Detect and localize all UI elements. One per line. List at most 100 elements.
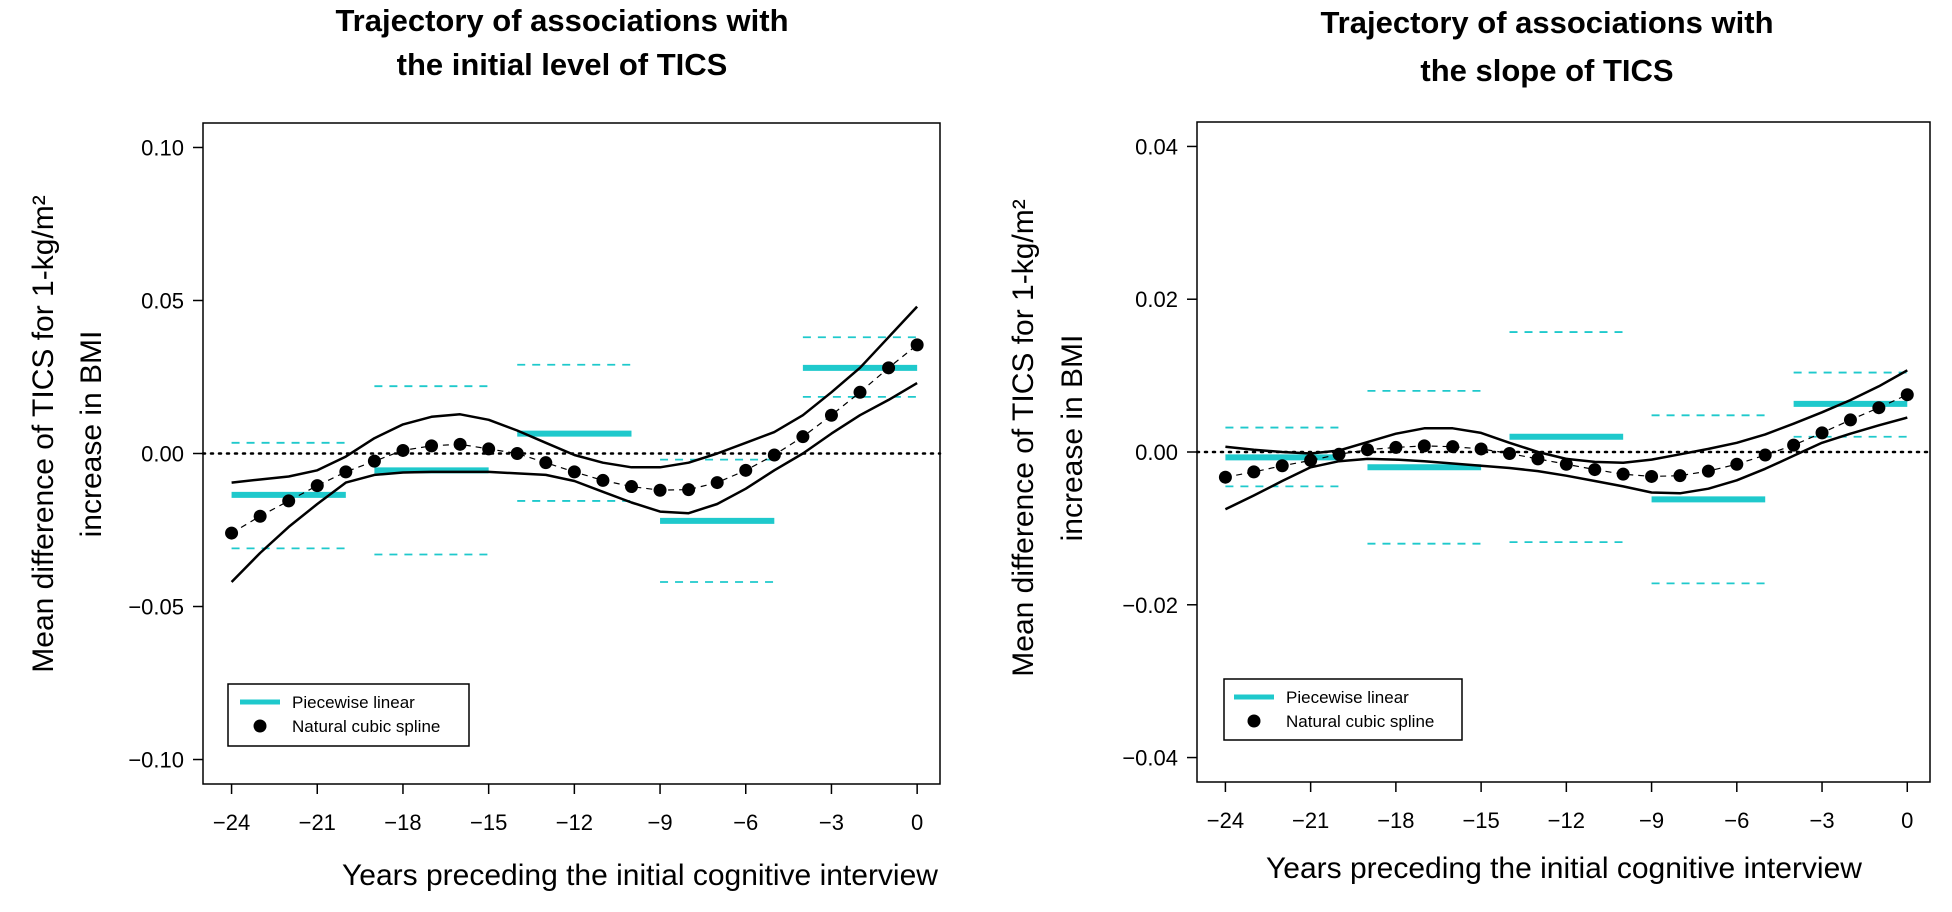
y-tick-label: 0.00: [1135, 440, 1178, 465]
spline-point: [624, 480, 638, 494]
legend: Piecewise linear Natural cubic spline: [1223, 678, 1463, 741]
chart-title-line-2: the initial level of TICS: [397, 47, 728, 82]
x-tick-label: −3: [1809, 808, 1834, 833]
chart-svg-slope: 0.04 0.02 0.00 −0.02 −0.04 −24 −21 −18 −15 −12 −9 −…: [1007, 5, 1932, 885]
x-tick-label: −21: [299, 810, 336, 835]
legend-spline-swatch: [1247, 714, 1261, 728]
x-tick-label: 0: [1901, 808, 1913, 833]
legend-piecewise-label: Piecewise linear: [292, 693, 415, 712]
spline-point: [396, 443, 410, 457]
spline-point: [367, 454, 381, 468]
y-tick-label: −0.10: [128, 748, 184, 773]
y-tick-label: 0.00: [141, 442, 184, 467]
spline-point: [1616, 467, 1630, 481]
x-tick-label: −6: [1724, 808, 1749, 833]
spline-point: [853, 385, 867, 399]
legend-box: [1223, 678, 1463, 741]
spline-point: [1360, 443, 1374, 457]
y-tick-label: −0.04: [1122, 746, 1178, 771]
x-tick-label: 0: [911, 810, 923, 835]
x-axis-label: Years preceding the initial cognitive in…: [1266, 852, 1862, 885]
x-tick-label: −12: [1548, 808, 1585, 833]
x-tick-label: −9: [1639, 808, 1664, 833]
spline-point: [1389, 440, 1403, 454]
spline-point: [1758, 448, 1772, 462]
spline-point: [1815, 426, 1829, 440]
spline-point: [1701, 464, 1715, 478]
spline-point: [1218, 470, 1232, 484]
y-axis-label-line-1: Mean difference of TICS for 1-kg/m²: [27, 195, 60, 672]
spline-point: [510, 447, 524, 460]
spline-point: [1304, 453, 1318, 467]
chart-title-line-1: Trajectory of associations with: [335, 3, 788, 38]
spline-point: [1275, 459, 1289, 473]
y-axis-label-line-2: increase in BMI: [75, 331, 108, 538]
spline-point: [453, 437, 467, 451]
y-axis-label-line-1: Mean difference of TICS for 1-kg/m²: [1007, 199, 1040, 676]
spline-point: [596, 473, 610, 487]
spline-point: [653, 483, 667, 497]
spline-point: [1503, 447, 1517, 461]
chart-panel-initial-level: 0.10 0.05 0.00 −0.05 −0.10 −24 −21 −18 −15 −12 −9 −…: [27, 3, 942, 892]
plot-area: 0.10 0.05 0.00 −0.05 −0.10 −24 −21 −18 −15 −12 −9 −…: [128, 122, 942, 835]
spline-point: [1446, 440, 1460, 454]
x-tick-label: −24: [1207, 808, 1244, 833]
legend-spline-label: Natural cubic spline: [292, 717, 440, 736]
spline-point: [682, 483, 696, 497]
legend: Piecewise linear Natural cubic spline: [227, 683, 470, 747]
spline-point: [910, 338, 924, 352]
x-tick-label: −24: [213, 810, 250, 835]
spline-point: [1872, 401, 1886, 415]
spline-point: [1900, 388, 1914, 402]
spline-point: [282, 494, 296, 508]
x-tick-label: −3: [819, 810, 844, 835]
spline-point: [1673, 469, 1687, 483]
spline-point: [1417, 439, 1431, 453]
spline-point: [1247, 465, 1261, 479]
x-axis-label: Years preceding the initial cognitive in…: [342, 859, 938, 892]
spline-point: [1730, 457, 1744, 471]
spline-point: [567, 465, 581, 479]
spline-point: [1474, 442, 1488, 456]
legend-box: [227, 683, 470, 747]
spline-point: [824, 408, 838, 422]
y-tick-label: 0.05: [141, 288, 184, 313]
y-tick-label: 0.10: [141, 135, 184, 160]
spline-point: [1559, 457, 1573, 471]
chart-title-line-1: Trajectory of associations with: [1320, 5, 1773, 40]
spline-point: [1645, 469, 1659, 483]
x-tick-label: −18: [384, 810, 421, 835]
spline-point: [739, 463, 753, 477]
spline-ci-lower: [1224, 416, 1908, 511]
x-tick-label: −15: [1462, 808, 1499, 833]
spline-point: [1588, 463, 1602, 477]
legend-spline-swatch: [253, 719, 267, 733]
chart-panel-slope: 0.04 0.02 0.00 −0.02 −0.04 −24 −21 −18 −15 −12 −9 −…: [976, 0, 1952, 912]
legend-piecewise-label: Piecewise linear: [1286, 688, 1409, 707]
spline-point: [1531, 452, 1545, 466]
spline-point: [310, 479, 324, 493]
x-tick-label: −12: [556, 810, 593, 835]
spline-point: [767, 448, 781, 462]
y-axis-label-line-2: increase in BMI: [1056, 335, 1089, 542]
plot-area: 0.04 0.02 0.00 −0.02 −0.04 −24 −21 −18 −15 −12 −9 −…: [1122, 121, 1932, 833]
spline-ci-upper: [1225, 369, 1908, 464]
spline-point: [882, 361, 896, 375]
spline-point: [1843, 413, 1857, 427]
spline-point: [253, 509, 267, 523]
y-tick-label: −0.05: [128, 595, 184, 620]
spline-point: [339, 465, 353, 479]
legend-spline-label: Natural cubic spline: [1286, 712, 1434, 731]
spline-point: [425, 439, 439, 453]
x-tick-label: −18: [1377, 808, 1414, 833]
spline-point: [539, 456, 553, 470]
spline-point: [1332, 447, 1346, 461]
spline-point: [482, 442, 496, 456]
y-tick-label: 0.02: [1135, 287, 1178, 312]
spline-point: [710, 476, 724, 490]
y-tick-label: 0.04: [1135, 134, 1178, 159]
y-tick-label: −0.02: [1122, 593, 1178, 618]
spline-ci-upper: [231, 305, 919, 484]
spline-point: [796, 430, 810, 444]
x-tick-label: −15: [470, 810, 507, 835]
